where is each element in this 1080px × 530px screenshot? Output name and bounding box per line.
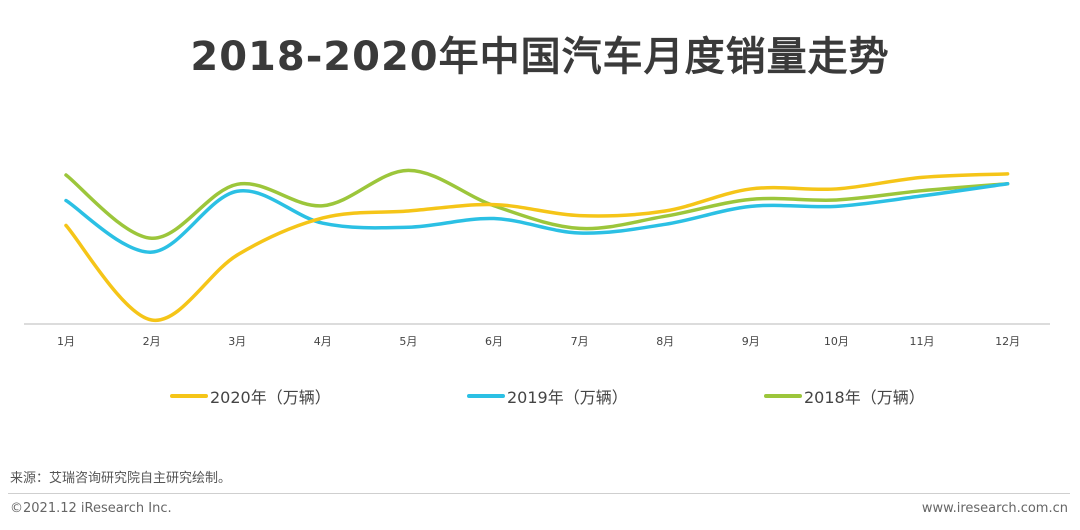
x-tick-label: 10月 <box>824 335 849 348</box>
x-tick-label: 11月 <box>910 335 935 348</box>
x-tick-label: 6月 <box>485 335 503 348</box>
legend-label-2020: 2020年（万辆） <box>210 388 331 407</box>
x-tick-label: 7月 <box>571 335 589 348</box>
copyright-text: ©2021.12 iResearch Inc. <box>10 501 172 516</box>
legend-label-2018: 2018年（万辆） <box>804 388 925 407</box>
legend-label-2019: 2019年（万辆） <box>507 388 628 407</box>
x-tick-label: 9月 <box>742 335 760 348</box>
x-tick-label: 1月 <box>57 335 75 348</box>
footer-divider <box>8 493 1070 494</box>
series-2020-line <box>64 172 1010 322</box>
legend-swatch-2019 <box>467 394 505 398</box>
legend-item-2018[interactable]: 2018年（万辆） <box>764 384 925 408</box>
legend: 2020年（万辆） 2019年（万辆） 2018年（万辆） <box>0 384 1080 410</box>
x-tick-label: 8月 <box>656 335 674 348</box>
chart-title: 2018-2020年中国汽车月度销量走势 <box>190 34 890 80</box>
legend-swatch-2020 <box>170 394 208 398</box>
x-tick-label: 12月 <box>995 335 1020 348</box>
line-chart: 1月 2月 3月 4月 5月 6月 7月 8月 9月 10月 11月 12月 <box>24 168 1050 348</box>
source-note: 来源：艾瑞咨询研究院自主研究绘制。 <box>10 471 232 486</box>
x-tick-label: 3月 <box>228 335 246 348</box>
series-2018-line <box>64 168 1010 240</box>
x-tick-label: 5月 <box>399 335 417 348</box>
x-tick-label: 2月 <box>143 335 161 348</box>
legend-swatch-2018 <box>764 394 802 398</box>
legend-item-2020[interactable]: 2020年（万辆） <box>170 384 331 408</box>
website-link[interactable]: www.iresearch.com.cn <box>921 501 1068 516</box>
series-2019-line <box>64 181 1010 254</box>
x-tick-label: 4月 <box>314 335 332 348</box>
legend-item-2019[interactable]: 2019年（万辆） <box>467 384 628 408</box>
